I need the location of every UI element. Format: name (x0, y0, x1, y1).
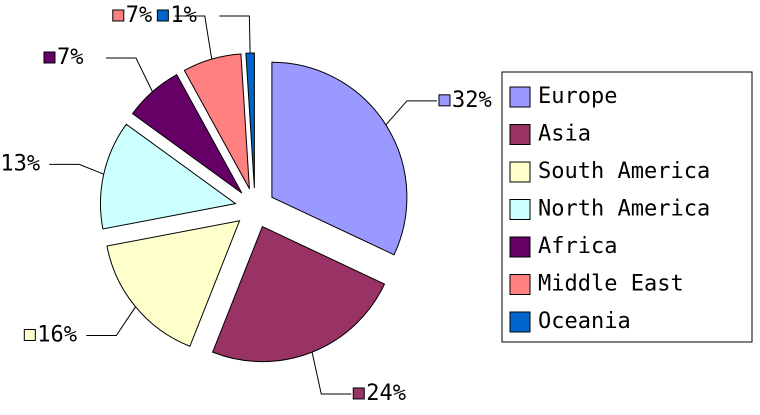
leader-line (385, 100, 437, 126)
legend-box (501, 71, 753, 343)
label-key (112, 9, 125, 22)
label-key (438, 94, 451, 107)
leader-line (174, 15, 213, 60)
leader-line (219, 15, 251, 54)
legend-swatch (509, 86, 531, 108)
legend-label: Africa (538, 234, 617, 259)
legend-swatch (509, 199, 531, 220)
legend-label: Middle East (538, 272, 684, 297)
legend-label: Oceania (538, 309, 631, 334)
legend-swatch (509, 274, 531, 295)
leader-line (86, 306, 136, 336)
label-key (23, 328, 36, 341)
legend-swatch (509, 124, 531, 145)
pie-slice (106, 220, 241, 347)
pie-slice (131, 74, 243, 194)
pie-slice (212, 225, 386, 363)
label-key (352, 387, 365, 400)
data-label: 13% (0, 151, 40, 176)
leader-line (311, 352, 352, 395)
leader-line (105, 57, 153, 92)
data-label: 24% (366, 381, 406, 406)
legend-swatch (509, 311, 531, 333)
pie-slice (245, 52, 255, 189)
data-label: 7% (57, 45, 84, 70)
label-key (156, 9, 169, 22)
data-label: 16% (37, 322, 77, 347)
legend-swatch (509, 236, 531, 258)
data-label: 7% (126, 3, 153, 28)
legend-label: Asia (538, 122, 591, 147)
legend-swatch (509, 161, 531, 183)
data-label: 32% (452, 88, 492, 113)
pie-slice (271, 61, 408, 256)
legend-label: South America (538, 159, 710, 184)
legend-label: North America (538, 197, 710, 222)
legend-label: Europe (538, 84, 617, 109)
leader-line (49, 163, 104, 175)
pie-slice (183, 53, 250, 190)
label-key (43, 51, 56, 64)
data-label: 1% (170, 3, 197, 28)
